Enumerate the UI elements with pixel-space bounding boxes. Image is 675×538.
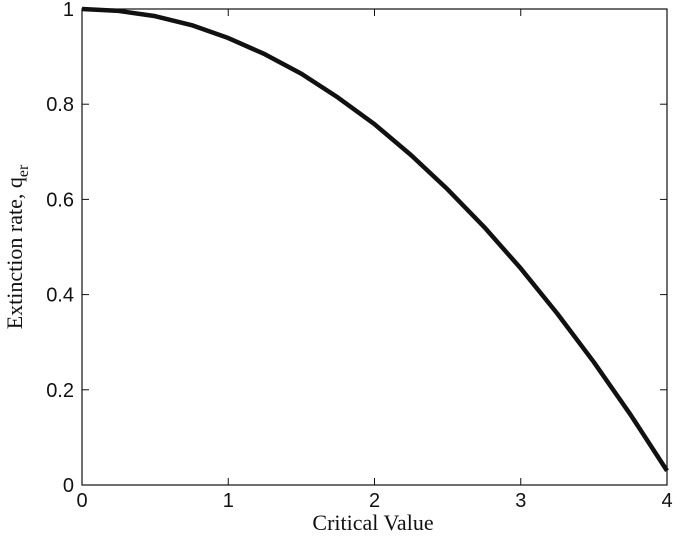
y-tick-label: 0.4 xyxy=(46,285,74,307)
x-tick-label: 1 xyxy=(223,490,234,512)
x-tick-label: 4 xyxy=(661,490,672,512)
x-axis-label: Critical Value xyxy=(312,510,433,535)
x-tick-label: 3 xyxy=(515,490,526,512)
y-tick-label: 0.6 xyxy=(46,189,74,211)
y-tick-label: 1 xyxy=(63,0,74,21)
y-tick-label: 0.8 xyxy=(46,94,74,116)
y-axis-label: Extinction rate, qer xyxy=(2,164,32,329)
y-tick-label: 0 xyxy=(63,475,74,497)
x-tick-label: 2 xyxy=(369,490,380,512)
data-line xyxy=(81,6,669,472)
plot-frame xyxy=(81,8,668,486)
y-tick-label: 0.2 xyxy=(46,380,74,402)
x-tick-label: 0 xyxy=(76,490,87,512)
y-axis-label-subscript: er xyxy=(15,164,32,177)
y-axis-label-main: Extinction rate, q xyxy=(2,177,27,329)
